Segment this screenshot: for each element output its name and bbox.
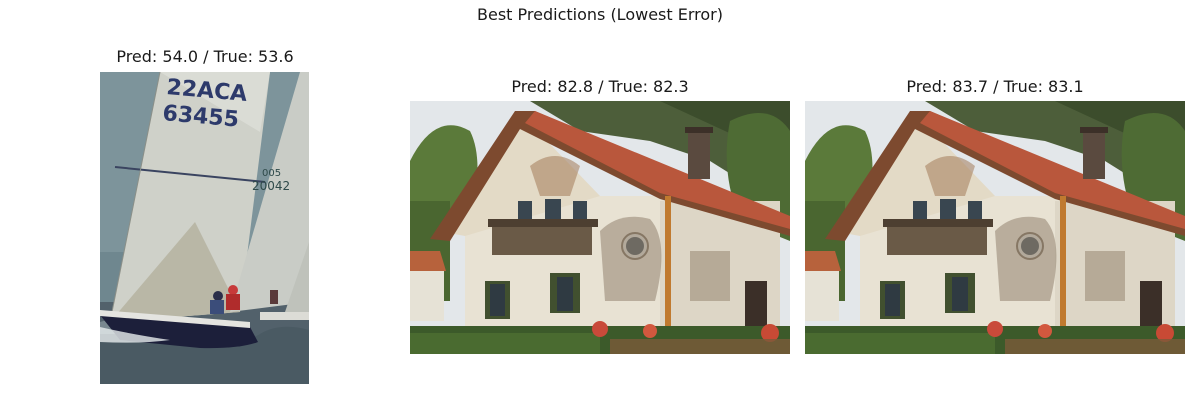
- panel-1-title: Pred: 54.0 / True: 53.6: [116, 47, 294, 66]
- sail2-text-top: 005: [262, 168, 281, 179]
- panel-3-image-house: [805, 101, 1185, 354]
- panel-2-title: Pred: 82.8 / True: 82.3: [511, 77, 689, 96]
- figure-title: Best Predictions (Lowest Error): [477, 5, 723, 24]
- panel-3-title: Pred: 83.7 / True: 83.1: [906, 77, 1084, 96]
- panel-1-image-sailboat: 22ACA 63455 005 20042: [100, 72, 309, 384]
- sail2-text-number: 20042: [252, 179, 290, 193]
- panel-2-image-house: [410, 101, 790, 354]
